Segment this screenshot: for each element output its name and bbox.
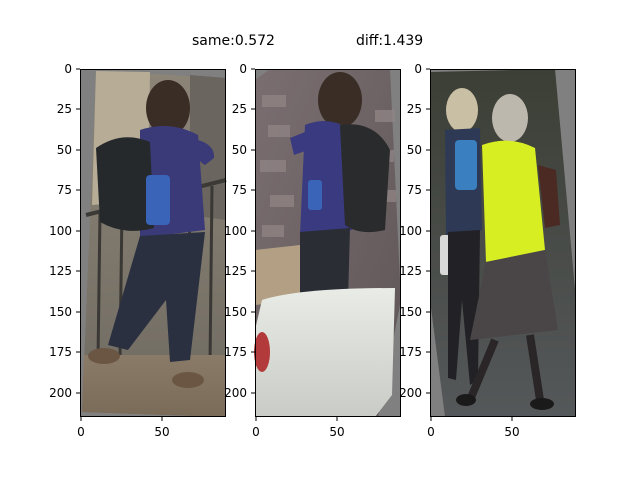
diff-ytick-label: 0 (414, 62, 422, 76)
anchor-ytick-label: 150 (49, 305, 72, 319)
diff-ytick-label: 200 (399, 386, 422, 400)
same-ytick-label: 75 (232, 183, 247, 197)
diff-ytick-label: 125 (399, 264, 422, 278)
anchor-photo (82, 71, 227, 417)
anchor-ytick-label: 0 (64, 62, 72, 76)
panel-diff: 0 25 50 75 100 125 150 175 200 0 50 (399, 62, 576, 439)
same-ytick-label: 100 (224, 224, 247, 238)
panel-anchor-ticks (76, 68, 163, 421)
same-ytick-label: 200 (224, 386, 247, 400)
diff-score-title: diff:1.439 (356, 33, 424, 49)
same-ytick-label: 50 (232, 143, 247, 157)
anchor-ytick-label: 25 (57, 102, 72, 116)
same-xtick-label: 50 (329, 425, 344, 439)
anchor-xtick-label: 50 (154, 425, 169, 439)
same-ytick-label: 175 (224, 345, 247, 359)
panel-anchor: 0 25 50 75 100 125 150 175 200 0 50 (49, 62, 227, 439)
same-score-title: same:0.572 (192, 33, 275, 49)
diff-ytick-label: 50 (407, 143, 422, 157)
anchor-ytick-label: 175 (49, 345, 72, 359)
anchor-xtick-label: 0 (77, 425, 85, 439)
diff-ytick-label: 175 (399, 345, 422, 359)
anchor-ytick-label: 100 (49, 224, 72, 238)
anchor-ytick-label: 200 (49, 386, 72, 400)
diff-xtick-label: 50 (504, 425, 519, 439)
same-xtick-label: 0 (252, 425, 260, 439)
diff-ytick-label: 75 (407, 183, 422, 197)
same-ytick-label: 125 (224, 264, 247, 278)
anchor-ytick-label: 125 (49, 264, 72, 278)
anchor-ytick-label: 75 (57, 183, 72, 197)
diff-ytick-label: 150 (399, 305, 422, 319)
diff-photo (430, 69, 576, 417)
panel-same: 0 25 50 75 100 125 150 175 200 0 50 (224, 62, 401, 439)
panel-same-ticks (251, 68, 338, 421)
same-ytick-label: 0 (239, 62, 247, 76)
diff-ytick-label: 25 (407, 102, 422, 116)
same-ytick-label: 25 (232, 102, 247, 116)
same-photo (254, 69, 401, 417)
same-ytick-label: 150 (224, 305, 247, 319)
diff-xtick-label: 0 (427, 425, 435, 439)
diff-ytick-label: 100 (399, 224, 422, 238)
panel-diff-ticks (426, 68, 513, 421)
anchor-ytick-label: 50 (57, 143, 72, 157)
